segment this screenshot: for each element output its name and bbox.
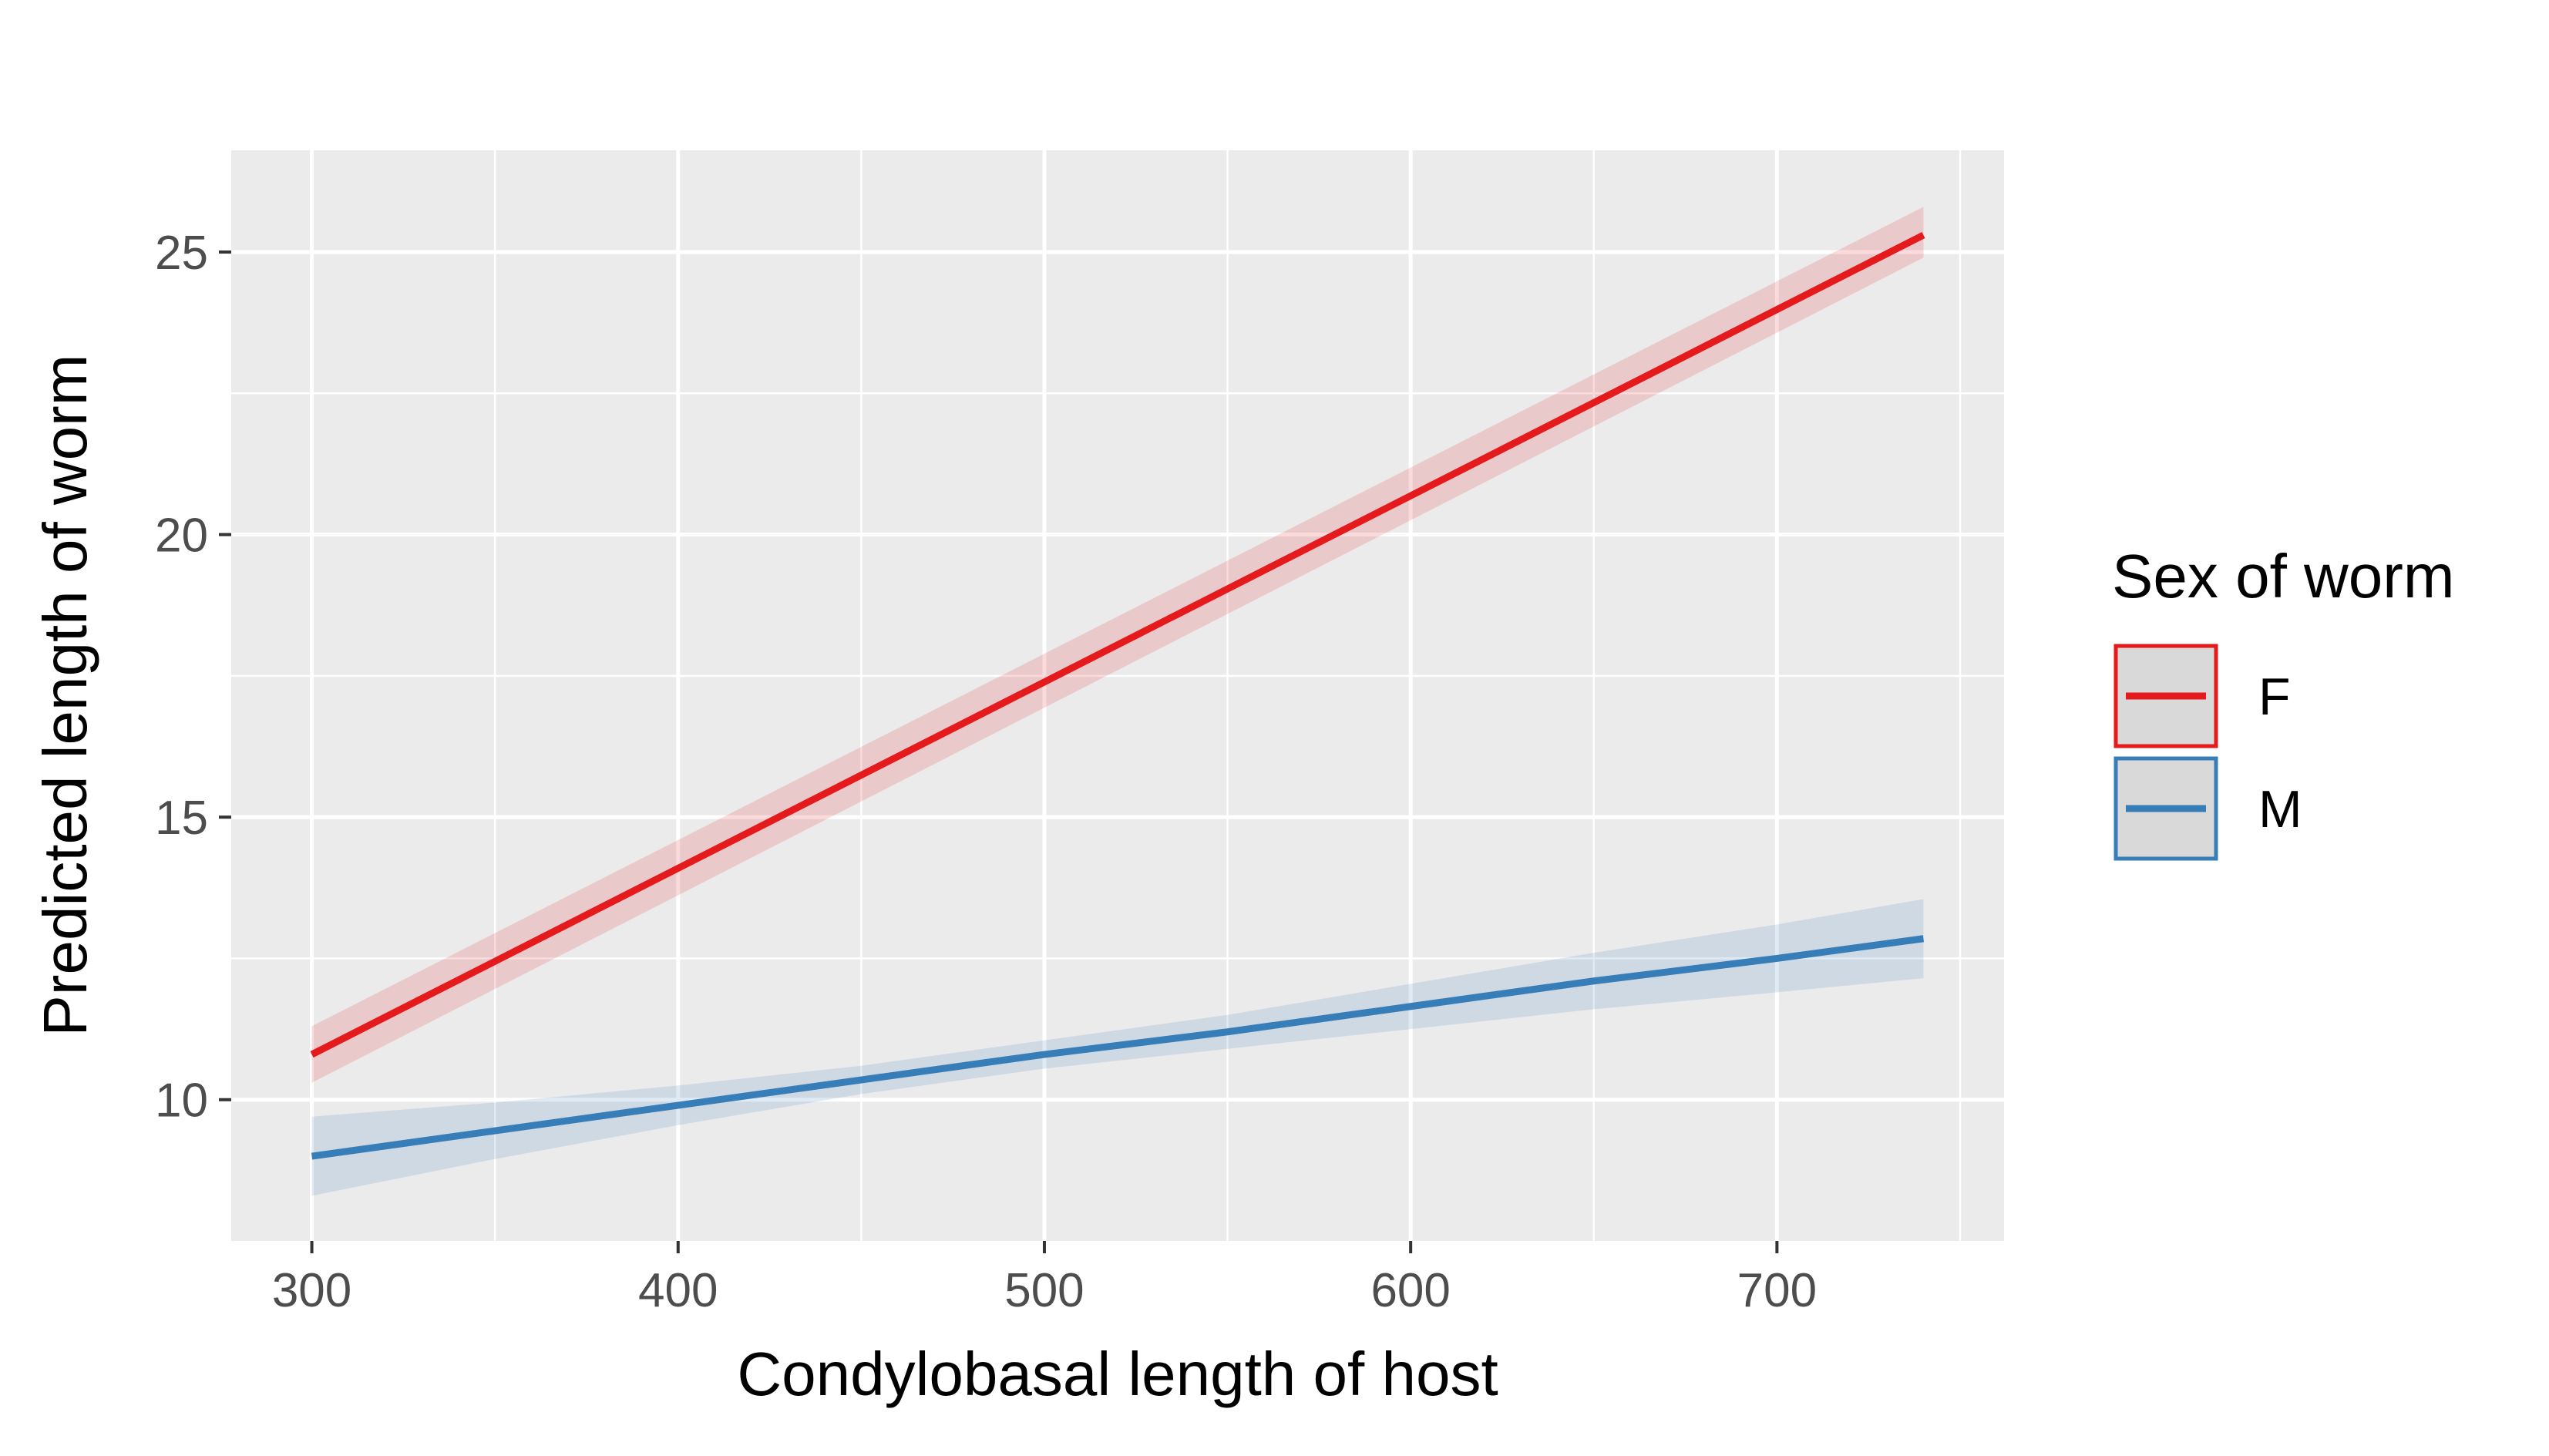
x-tick-label: 600 bbox=[1370, 1264, 1450, 1317]
legend-label-M: M bbox=[2258, 780, 2302, 839]
grid-major bbox=[231, 150, 2004, 1241]
series-line-F bbox=[310, 231, 1925, 1058]
y-tick-label: 10 bbox=[155, 1074, 208, 1128]
y-axis-title: Predicted length of worm bbox=[31, 355, 99, 1037]
y-tick-label: 25 bbox=[155, 227, 208, 280]
x-axis: 300 400 500 600 700 bbox=[272, 1241, 1817, 1317]
legend-title: Sex of worm bbox=[2112, 542, 2455, 610]
x-axis-title: Condylobasal length of host bbox=[737, 1340, 1498, 1408]
legend-label-F: F bbox=[2258, 667, 2291, 726]
y-tick-label: 20 bbox=[155, 509, 208, 563]
plot-panel bbox=[231, 150, 2004, 1241]
x-tick-label: 500 bbox=[1004, 1264, 1084, 1317]
grid-minor bbox=[231, 150, 2004, 1241]
legend: Sex of worm FM bbox=[2112, 542, 2455, 861]
x-tick-label: 700 bbox=[1737, 1264, 1817, 1317]
legend-keys: FM bbox=[2114, 644, 2302, 861]
x-tick-label: 400 bbox=[638, 1264, 718, 1317]
series-line-M bbox=[311, 935, 1925, 1160]
y-axis: 10 15 20 25 bbox=[155, 227, 231, 1128]
x-tick-label: 300 bbox=[272, 1264, 351, 1317]
y-tick-label: 15 bbox=[155, 792, 208, 845]
series-lines bbox=[310, 231, 1925, 1160]
